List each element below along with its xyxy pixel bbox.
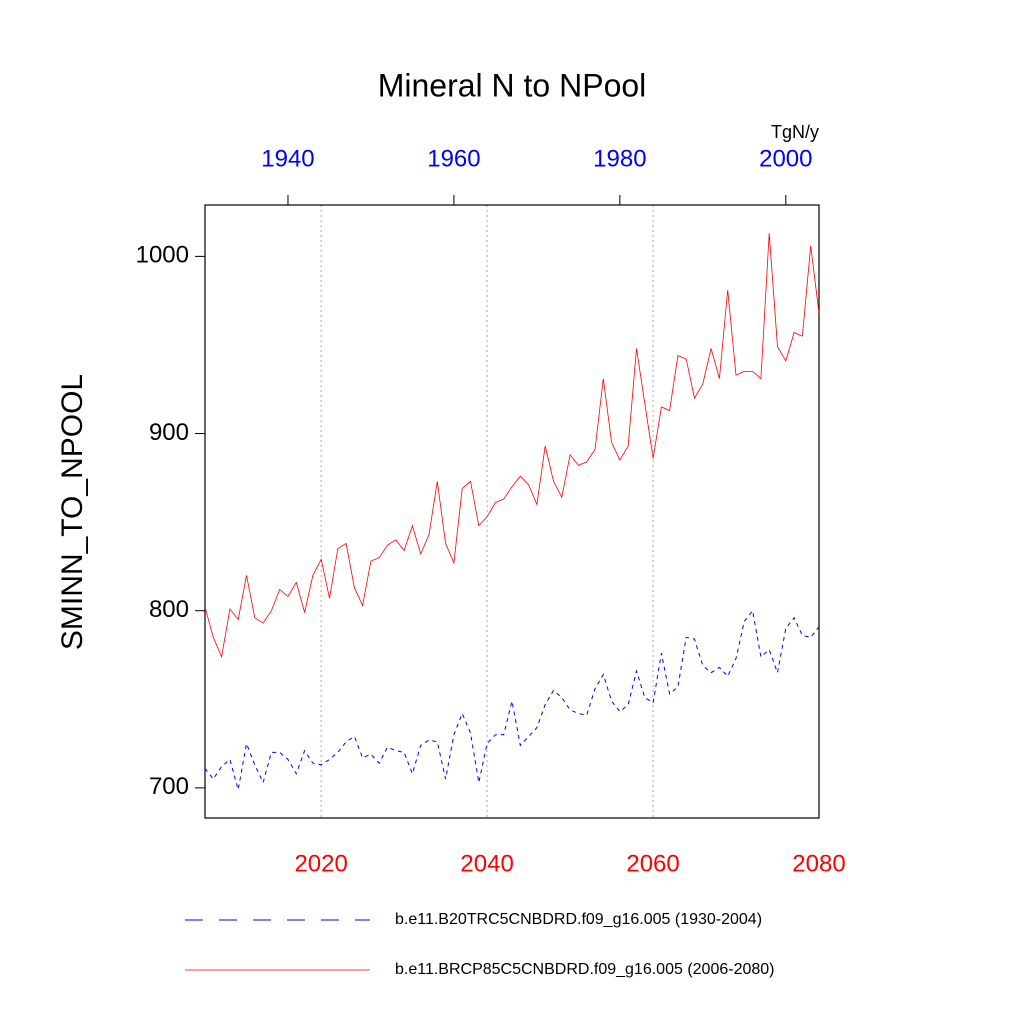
series-line [204, 233, 820, 659]
legend-label: b.e11.BRCP85C5CNBDRD.f09_g16.005 (2006-2… [395, 961, 774, 978]
y-tick-label: 800 [149, 596, 189, 623]
legend-label: b.e11.B20TRC5CNBDRD.f09_g16.005 (1930-20… [395, 911, 762, 928]
y-tick-label: 900 [149, 419, 189, 446]
y-axis-label: SMINN_TO_NPOOL [56, 374, 89, 650]
units-label: TgN/y [771, 122, 819, 142]
x2-tick-label: 1960 [427, 145, 480, 172]
x-tick-label: 2080 [792, 850, 845, 877]
x-tick-label: 2040 [460, 850, 513, 877]
x2-tick-label: 1980 [593, 145, 646, 172]
y-tick-label: 700 [149, 773, 189, 800]
x2-tick-label: 1940 [261, 145, 314, 172]
series-line [204, 609, 820, 790]
x-tick-label: 2060 [626, 850, 679, 877]
plot-frame [204, 204, 820, 819]
x-tick-label: 2020 [294, 850, 347, 877]
x2-tick-label: 2000 [759, 145, 812, 172]
chart-title: Mineral N to NPool [378, 67, 647, 103]
y-tick-label: 1000 [136, 242, 189, 269]
